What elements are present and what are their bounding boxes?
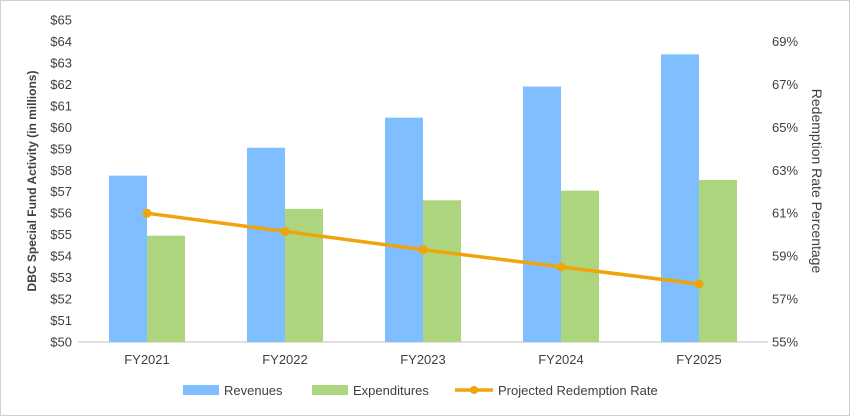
y-tick-label: $60 xyxy=(50,120,72,135)
expenditures-bar xyxy=(147,235,185,342)
redemption-rate-point xyxy=(280,226,290,236)
y-tick-label: $53 xyxy=(50,270,72,285)
legend-marker-projected-redemption-rate xyxy=(470,386,478,394)
y2-tick-label: 65% xyxy=(772,120,798,135)
redemption-rate-point xyxy=(694,279,704,289)
legend-swatch-expenditures xyxy=(312,385,348,395)
legend-label-revenues: Revenues xyxy=(224,383,283,398)
y-tick-label: $65 xyxy=(50,13,72,28)
y-tick-label: $62 xyxy=(50,77,72,92)
y-tick-label: $63 xyxy=(50,55,72,70)
revenues-bar xyxy=(523,86,561,343)
y-tick-label: $52 xyxy=(50,292,72,307)
legend-label-expenditures: Expenditures xyxy=(353,383,429,398)
y-tick-label: $59 xyxy=(50,141,72,156)
x-tick-label: FY2022 xyxy=(262,352,308,367)
y-tick-label: $55 xyxy=(50,227,72,242)
y2-tick-label: 55% xyxy=(772,335,798,350)
expenditures-bar xyxy=(285,208,323,342)
revenues-bar xyxy=(385,117,423,342)
x-tick-label: FY2024 xyxy=(538,352,584,367)
y-tick-label: $61 xyxy=(50,98,72,113)
redemption-rate-point xyxy=(556,262,566,272)
y-tick-label: $58 xyxy=(50,163,72,178)
x-tick-label: FY2021 xyxy=(124,352,170,367)
expenditures-bar xyxy=(699,179,737,342)
y-tick-label: $56 xyxy=(50,206,72,221)
y-tick-label: $64 xyxy=(50,34,72,49)
x-tick-label: FY2023 xyxy=(400,352,446,367)
y2-tick-label: 61% xyxy=(772,206,798,221)
legend-swatch-revenues xyxy=(183,385,219,395)
legend-label-projected-redemption-rate: Projected Redemption Rate xyxy=(498,383,658,398)
y2-tick-label: 63% xyxy=(772,163,798,178)
y2-axis-title: Redemption Rate Percentage xyxy=(809,89,825,274)
y2-tick-label: 67% xyxy=(772,77,798,92)
revenues-bar xyxy=(109,175,147,342)
redemption-rate-point xyxy=(142,208,152,218)
y2-tick-label: 69% xyxy=(772,34,798,49)
expenditures-bar xyxy=(423,200,461,342)
y2-tick-label: 59% xyxy=(772,249,798,264)
y-tick-label: $51 xyxy=(50,313,72,328)
revenues-bar xyxy=(661,54,699,342)
y-tick-label: $50 xyxy=(50,335,72,350)
y-tick-label: $57 xyxy=(50,184,72,199)
y-tick-label: $54 xyxy=(50,249,72,264)
x-tick-label: FY2025 xyxy=(676,352,722,367)
redemption-rate-point xyxy=(418,245,428,255)
y-axis-title: DBC Special Fund Activity (in millions) xyxy=(25,71,39,292)
y2-tick-label: 57% xyxy=(772,292,798,307)
revenues-bar xyxy=(247,147,285,342)
